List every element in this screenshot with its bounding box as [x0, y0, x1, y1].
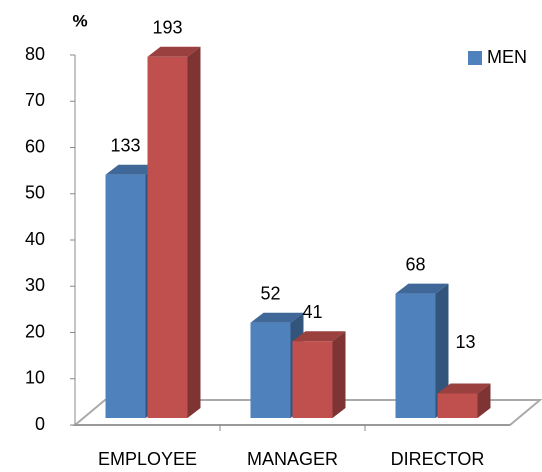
data-label: 41 — [302, 302, 322, 322]
bar — [292, 331, 346, 418]
data-label: 13 — [455, 332, 475, 352]
data-label: 68 — [405, 254, 425, 274]
y-tick-label: 60 — [25, 136, 45, 156]
chart-title: % — [72, 11, 87, 30]
data-label: 133 — [110, 135, 140, 155]
x-tick-label: MANAGER — [247, 449, 338, 469]
y-tick-label: 10 — [25, 368, 45, 388]
legend-swatch — [468, 51, 482, 65]
x-tick-label: DIRECTOR — [391, 449, 485, 469]
y-tick-label: 50 — [25, 183, 45, 203]
y-tick-label: 40 — [25, 229, 45, 249]
data-label: 52 — [260, 283, 280, 303]
bar — [437, 383, 491, 418]
bar — [395, 283, 449, 418]
y-tick-label: 30 — [25, 275, 45, 295]
x-tick-label: EMPLOYEE — [98, 449, 197, 469]
data-label: 193 — [152, 18, 182, 38]
bar — [147, 46, 201, 418]
y-tick-label: 0 — [35, 414, 45, 434]
legend-label: MEN — [487, 47, 527, 67]
y-tick-label: 80 — [25, 44, 45, 64]
y-tick-label: 70 — [25, 90, 45, 110]
y-tick-label: 20 — [25, 321, 45, 341]
